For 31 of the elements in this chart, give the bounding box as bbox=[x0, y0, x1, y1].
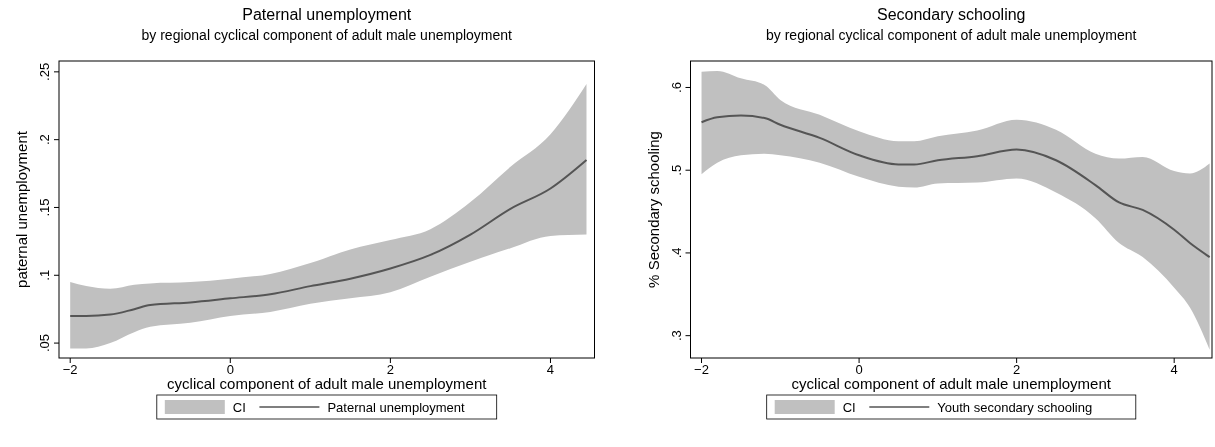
line-series bbox=[69, 159, 588, 317]
x-tick-label: −2 bbox=[694, 362, 709, 377]
x-axis-title: cyclical component of adult male unemployment bbox=[167, 375, 488, 392]
legend-label: Paternal unemployment bbox=[327, 399, 466, 415]
legend-label: Youth secondary schooling bbox=[937, 399, 1093, 415]
y-tick-label: .1 bbox=[37, 269, 52, 281]
y-tick-label: .2 bbox=[37, 134, 52, 146]
y-tick-label: .5 bbox=[668, 164, 684, 176]
chart-subtitle: by regional cyclical component of adult male unemployment bbox=[766, 27, 1137, 43]
x-tick-label: 4 bbox=[546, 362, 555, 377]
y-tick-label: .4 bbox=[668, 247, 684, 259]
text: CI bbox=[842, 399, 856, 415]
x-tick-label: 2 bbox=[1013, 362, 1021, 377]
y-tick-label: .05 bbox=[37, 334, 52, 353]
y-tick-label: .3 bbox=[668, 330, 684, 342]
y-axis-title: % Secondary schooling bbox=[644, 131, 662, 288]
y-tick-label: .6 bbox=[668, 82, 684, 93]
x-tick-label: 2 bbox=[386, 362, 394, 377]
x-tick-label: 0 bbox=[226, 362, 234, 377]
y-tick-label: .15 bbox=[37, 198, 52, 217]
chart-title: Secondary schooling bbox=[876, 6, 1026, 23]
y-axis-title: paternal unemployment bbox=[13, 130, 30, 288]
text: CI bbox=[232, 399, 246, 415]
chart-title: Paternal unemployment bbox=[242, 6, 412, 23]
x-tick-label: 4 bbox=[1170, 362, 1178, 377]
line-series bbox=[700, 114, 1211, 259]
chart-subtitle: by regional cyclical component of adult male unemployment bbox=[141, 27, 513, 43]
x-tick-label: −2 bbox=[62, 362, 78, 377]
x-tick-label: 0 bbox=[855, 362, 863, 377]
y-tick-label: .25 bbox=[37, 62, 52, 81]
x-axis-title: cyclical component of adult male unemployment bbox=[791, 375, 1112, 392]
